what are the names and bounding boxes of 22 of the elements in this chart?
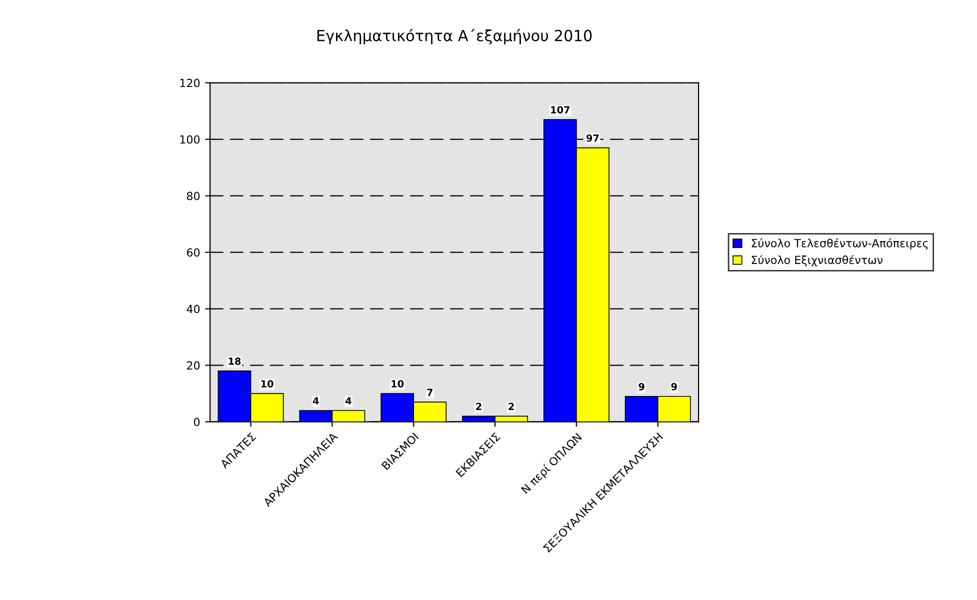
y-tick-label: 0 [194,418,200,426]
legend-label: Σύνολο Εξιχνιασθέντων [752,255,883,266]
data-label: 10 [392,380,404,388]
y-tick-label: 120 [180,78,200,88]
data-label: 2 [476,402,482,410]
y-tick-label: 40 [186,304,200,314]
data-label: 2 [508,402,514,410]
y-tick-label: 20 [187,361,200,370]
chart-title: Εγκληματικότητα Α΄εξαμήνου 2010 [317,28,592,44]
data-label: 4 [312,397,319,404]
data-label: 9 [671,382,677,390]
y-tick-label: 100 [180,135,200,144]
data-label: 18 [228,358,241,365]
data-label: 7 [427,388,432,396]
data-label: 4 [346,397,352,404]
legend-label: Σύνολο Τελεσθέντων-Απόπειρες [752,238,928,250]
y-tick-label: 80 [186,192,200,200]
y-tick-label: 60 [186,248,200,257]
data-label: 10 [261,380,274,388]
data-label: 9 [638,382,644,390]
data-label: 107 [551,106,570,114]
data-label: 97 [586,134,599,142]
